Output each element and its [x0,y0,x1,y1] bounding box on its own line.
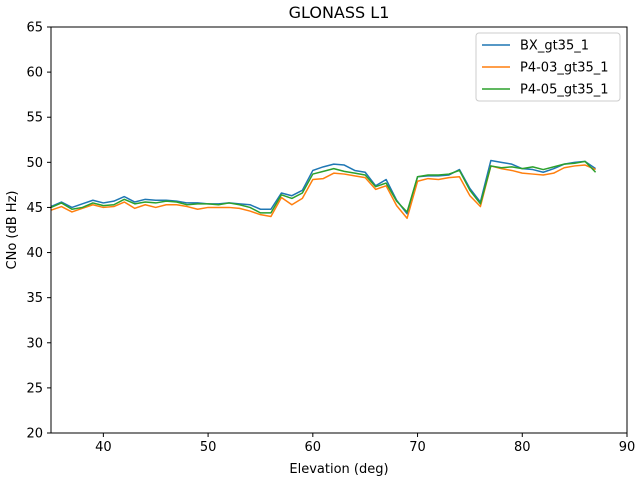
chart-title: GLONASS L1 [289,3,390,22]
legend-label-1: BX_gt35_1 [520,39,589,54]
x-axis-label: Elevation (deg) [289,462,388,477]
x-tick-label: 50 [200,440,217,455]
series-line-1 [50,159,597,215]
series-lines [50,159,597,220]
y-tick-label: 50 [26,156,43,171]
y-tick-label: 25 [26,381,43,396]
legend-label-2: P4-03_gt35_1 [520,61,609,76]
legend: BX_gt35_1 P4-03_gt35_1 P4-05_gt35_1 [475,32,621,102]
series-line-2 [50,164,596,220]
legend-box [475,32,621,102]
x-tick-label: 70 [409,440,426,455]
y-tick-label: 55 [26,111,43,126]
axis-ticks: 40 50 60 70 80 90 20 25 30 35 40 45 50 55 60 65 [26,21,635,456]
x-tick-label: 80 [514,440,531,455]
y-axis-label: CNo (dB Hz) [5,191,20,270]
y-tick-label: 45 [26,201,43,216]
x-tick-label: 40 [95,440,112,455]
y-tick-label: 20 [26,427,43,442]
plot-frame [50,26,628,434]
x-tick-label: 60 [305,440,322,455]
series-line-3 [50,160,597,214]
y-tick-label: 30 [26,336,43,351]
y-tick-label: 35 [26,291,43,306]
y-tick-label: 60 [26,66,43,81]
x-tick-label: 90 [619,440,636,455]
legend-label-3: P4-05_gt35_1 [520,83,609,98]
y-tick-label: 65 [26,21,43,36]
y-tick-label: 40 [26,246,43,261]
